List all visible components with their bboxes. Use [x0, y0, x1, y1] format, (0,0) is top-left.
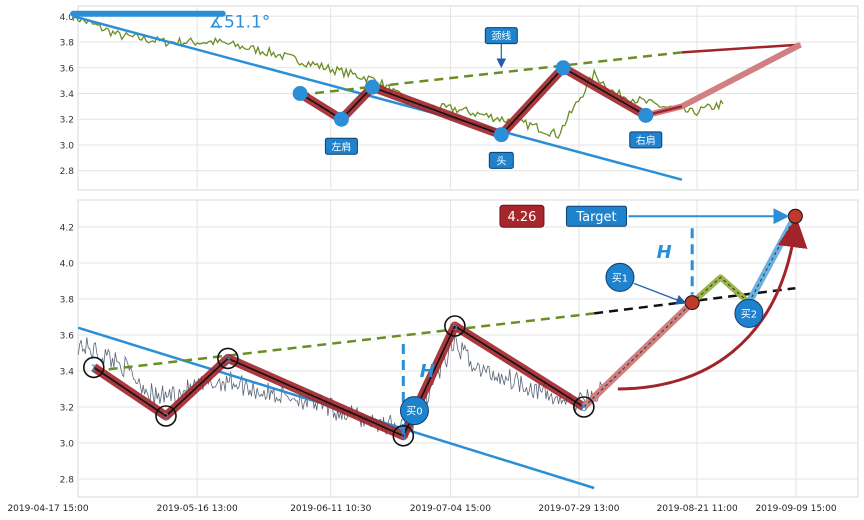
wave-point-label: 4: [400, 432, 406, 443]
right-shoulder-label-box: [629, 131, 663, 149]
x-tick-label: 2019-06-11 10:30: [290, 504, 371, 514]
right-shoulder-label: 右肩: [636, 134, 656, 147]
bottom-panel: 2.8 3.0 3.2 3.4 3.6 3.8 4.0 4.2 H H Target 4.26 1 2 3 4…: [60, 199, 859, 498]
buy2-label: 买2: [741, 308, 757, 320]
pullback-line: [691, 276, 750, 303]
y-tick-label: 3.2: [60, 404, 74, 414]
head-label-box: [488, 151, 514, 169]
y-tick-label: 3.4: [60, 90, 75, 100]
h-projection-label: H: [657, 242, 672, 263]
pivot-point: [333, 111, 349, 127]
y-tick-label: 3.8: [60, 39, 75, 49]
projection-line: [583, 302, 693, 408]
bottom-panel-frame: [77, 199, 859, 498]
wave-point-circle: [82, 356, 105, 379]
x-axis: 2019-04-17 15:00 2019-05-16 13:00 2019-06-…: [7, 504, 836, 514]
y-tick-label: 3.2: [60, 116, 74, 126]
neckline-extension: [594, 286, 796, 315]
wave-line: [93, 324, 585, 437]
angle-label: ∡51.1°: [209, 13, 271, 33]
y-tick-label: 3.0: [60, 440, 75, 450]
h-label: H: [420, 361, 435, 382]
y-tick-label: 4.2: [60, 224, 74, 234]
neckline-label: 颈线: [491, 30, 511, 43]
target-button-label: Target: [575, 210, 616, 225]
buy0-label: 买0: [406, 406, 422, 418]
x-tick-label: 2019-09-09 15:00: [755, 504, 836, 514]
y-tick-label: 3.0: [60, 141, 75, 151]
target-value-label: 4.26: [507, 210, 536, 225]
x-tick-label: 2019-07-04 15:00: [410, 504, 491, 514]
buy1-circle: [605, 262, 635, 292]
top-panel-frame: [77, 5, 859, 191]
pivot-point: [638, 107, 654, 123]
target-path-line: [748, 215, 796, 303]
pivot-point: [364, 79, 380, 95]
buy1-label: 买1: [612, 272, 628, 284]
neckline: [93, 312, 595, 373]
head-label: 头: [496, 155, 506, 167]
x-tick-label: 2019-07-29 13:00: [538, 504, 619, 514]
y-tick-label: 3.6: [60, 332, 75, 342]
pivot-point: [292, 85, 308, 101]
wave-point-label: 2: [163, 412, 169, 423]
neckline-extension: [681, 43, 801, 54]
buy0-circle: [399, 396, 429, 426]
wave-point-circle: [573, 396, 595, 418]
buy1-arrow: [633, 282, 687, 305]
pivot-point: [555, 60, 571, 76]
wave-point-label: 1: [91, 363, 97, 374]
wave-line: [299, 66, 647, 136]
y-tick-label: 3.8: [60, 296, 75, 306]
wave-point-circle: [392, 424, 415, 447]
wave-point-label: 5: [452, 322, 458, 333]
x-tick-label: 2019-04-17 15:00: [7, 504, 88, 514]
pivot-point: [493, 127, 509, 143]
y-tick-label: 4.0: [60, 260, 75, 270]
y-tick-label: 3.4: [60, 368, 75, 378]
x-tick-label: 2019-08-21 11:00: [657, 504, 738, 514]
target-marker: [787, 208, 803, 224]
y-tick-label: 2.8: [60, 167, 75, 177]
target-value-box: [499, 204, 545, 228]
wave-point-circle: [217, 347, 239, 370]
breakout-marker: [684, 295, 700, 311]
left-shoulder-label-box: [324, 137, 358, 155]
wave-point-label: 3: [225, 354, 231, 365]
wave-point-circle: [444, 315, 466, 337]
left-shoulder-label: 左肩: [331, 140, 351, 153]
wave-point-circle: [155, 405, 177, 427]
y-tick-label: 4.0: [60, 13, 75, 23]
neckline: [299, 51, 683, 97]
y-tick-label: 3.6: [60, 64, 75, 74]
wave-point-label: 6: [581, 403, 587, 414]
y-tick-label: 2.8: [60, 476, 75, 486]
downtrend-line: [72, 15, 683, 181]
target-curve-arrow: [617, 217, 808, 391]
buy2-circle: [734, 298, 764, 328]
x-tick-label: 2019-05-16 13:00: [157, 504, 238, 514]
target-button-box: [565, 205, 627, 227]
